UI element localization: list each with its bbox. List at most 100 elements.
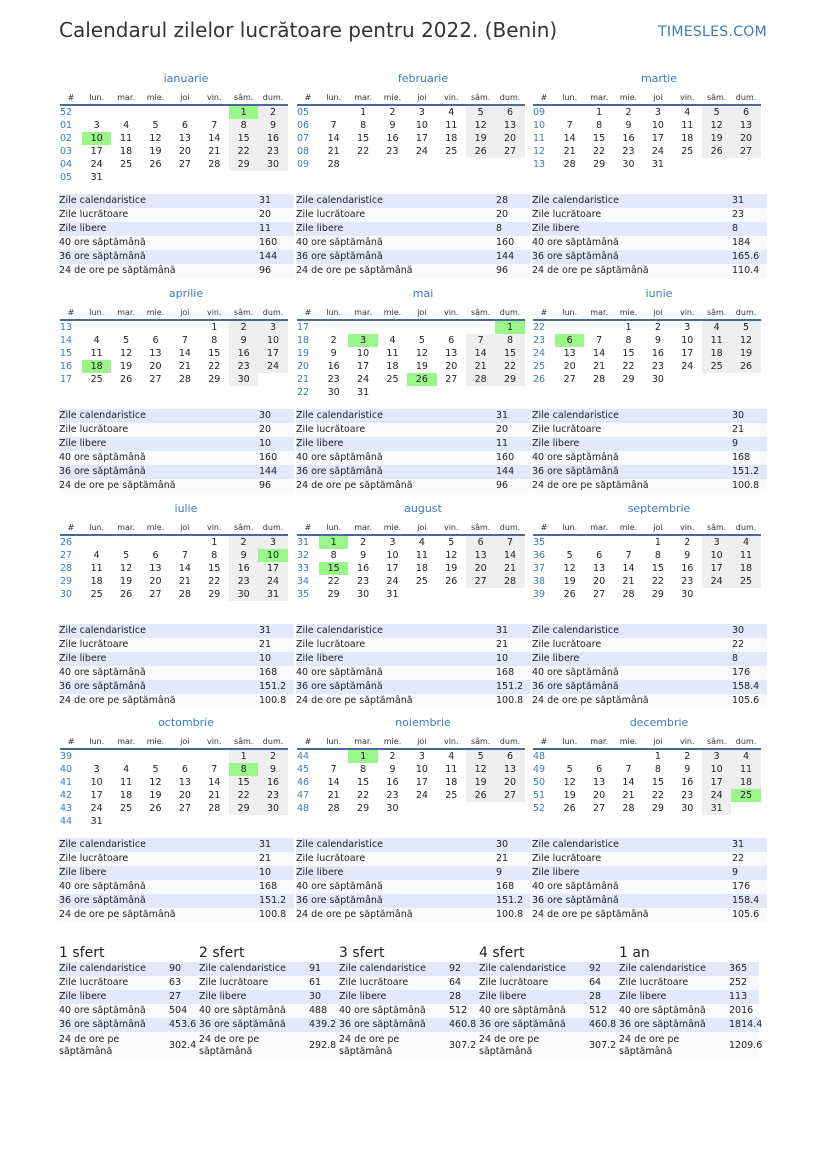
stat-value: 144 [259, 251, 278, 262]
day-cell: 29 [593, 159, 606, 170]
day-cell: 21 [593, 361, 606, 372]
summary-title: 3 sfert [339, 945, 385, 961]
weekday-header: mie. [377, 90, 408, 106]
day-cell: 14 [327, 777, 340, 788]
day-cell: 30 [258, 802, 288, 815]
stat-row: 40 ore săptămână 160 [59, 451, 294, 465]
week-number: 26 [533, 374, 546, 385]
stat-value: 158.4 [732, 895, 760, 906]
day-cell: 20 [495, 132, 525, 145]
stat-row: 24 de ore pe săptămână 100.8 [59, 908, 294, 922]
day-cell: 2 [389, 107, 396, 118]
day-cell: 21 [563, 146, 576, 157]
day-cell [111, 105, 140, 119]
day-cell: 17 [386, 563, 399, 574]
day-cell [437, 158, 466, 171]
stat-label: 40 ore săptămână [199, 1005, 286, 1016]
stat-label: 40 ore săptămână [59, 237, 146, 248]
brand-link[interactable]: TIMESLES.COM [658, 24, 767, 40]
day-cell [466, 386, 495, 399]
summary-3: 3 sfert Zile calendaristice 92 Zile lucrăto… [339, 944, 479, 1060]
stat-row: Zile calendaristice 31 [59, 838, 294, 852]
stat-value: 21 [496, 639, 509, 650]
stat-label: 24 de ore pe săptămână [619, 1034, 680, 1057]
day-cell: 6 [152, 550, 159, 561]
day-cell: 24 [701, 575, 732, 588]
day-cell: 2 [258, 105, 288, 119]
day-cell: 20 [731, 132, 761, 145]
weekday-header: vin. [436, 520, 466, 536]
stat-label: 40 ore săptămână [532, 881, 619, 892]
day-cell [319, 749, 348, 763]
day-cell: 30 [681, 589, 694, 600]
stat-value: 160 [496, 452, 515, 463]
day-cell: 27 [178, 159, 191, 170]
summary-title: 2 sfert [199, 945, 245, 961]
stat-value: 30 [259, 410, 272, 421]
stat-value: 31 [496, 410, 509, 421]
stat-row: Zile calendaristice 31 [59, 194, 294, 208]
stat-label: Zile calendaristice [532, 625, 619, 636]
stat-row: Zile lucrătoare 20 [296, 208, 531, 222]
stat-row: Zile libere 30 [199, 990, 339, 1004]
weekday-header: mar. [584, 520, 614, 536]
day-cell: 5 [123, 335, 130, 346]
day-cell [200, 749, 229, 763]
weekday-header: dum. [495, 90, 525, 106]
stat-value: 176 [732, 881, 751, 892]
week-number: 35 [533, 537, 546, 548]
day-cell: 2 [625, 107, 632, 118]
day-cell: 29 [327, 589, 340, 600]
weekday-header: lun. [82, 305, 112, 321]
stat-value: 168 [259, 881, 278, 892]
stat-label: 36 ore săptămână [59, 681, 146, 692]
day-cell: 15 [357, 777, 370, 788]
stat-value: 113 [729, 991, 748, 1002]
day-cell: 22 [622, 361, 635, 372]
stat-row: Zile libere 8 [532, 222, 767, 236]
day-cell [319, 105, 348, 119]
week-number: 30 [60, 589, 73, 600]
stat-value: 8 [496, 223, 503, 234]
stat-row: Zile calendaristice 31 [59, 624, 294, 638]
day-cell: 1 [654, 751, 661, 762]
day-cell: 4 [448, 107, 455, 118]
week-number: 44 [297, 751, 310, 762]
weekday-header: lun. [319, 734, 349, 750]
weekday-header: # [533, 734, 555, 750]
day-cell [200, 815, 229, 828]
week-number: 50 [533, 777, 546, 788]
day-cell: 13 [149, 563, 162, 574]
day-cell: 26 [120, 589, 133, 600]
weekday-header: lun. [82, 520, 112, 536]
week-row: 33 15 16 17 18 19 20 21 [297, 562, 525, 575]
stat-value: 92 [589, 963, 602, 974]
weekday-header: mie. [140, 520, 171, 536]
day-cell: 11 [386, 348, 399, 359]
stat-label: Zile calendaristice [59, 410, 146, 421]
stat-row: Zile libere 28 [479, 990, 619, 1004]
day-cell: 20 [178, 790, 191, 801]
weekday-header: mie. [377, 305, 408, 321]
day-cell: 11 [681, 120, 694, 131]
day-cell: 5 [566, 550, 573, 561]
day-cell: 30 [228, 588, 259, 601]
day-cell [200, 171, 229, 184]
week-row: 02 10 11 12 13 14 15 16 [60, 132, 288, 145]
stat-value: 165.6 [732, 251, 760, 262]
stat-value: 9 [496, 867, 503, 878]
month-grid: # lun. mar. mie. joi vin. sâm. dum. 17 1 18 2 3 4 5 6 7 8… [297, 305, 525, 399]
day-cell: 5 [418, 335, 425, 346]
day-cell: 13 [149, 348, 162, 359]
stat-label: Zile lucrătoare [59, 209, 129, 220]
stat-row: 24 de ore pe săptămână 302.4 [59, 1032, 199, 1060]
weekday-header: # [60, 520, 82, 536]
summary-4: 4 sfert Zile calendaristice 92 Zile lucrăto… [479, 944, 619, 1060]
stat-label: 24 de ore pe săptămână [59, 265, 176, 276]
stat-label: Zile libere [296, 653, 344, 664]
week-number: 28 [60, 563, 73, 574]
stat-value: 504 [169, 1005, 188, 1016]
day-cell: 1 [625, 322, 632, 333]
month-decembrie: decembrie # lun. mar. mie. joi vin. sâm. dum. 48 1… [533, 716, 763, 815]
week-number: 05 [60, 172, 73, 183]
